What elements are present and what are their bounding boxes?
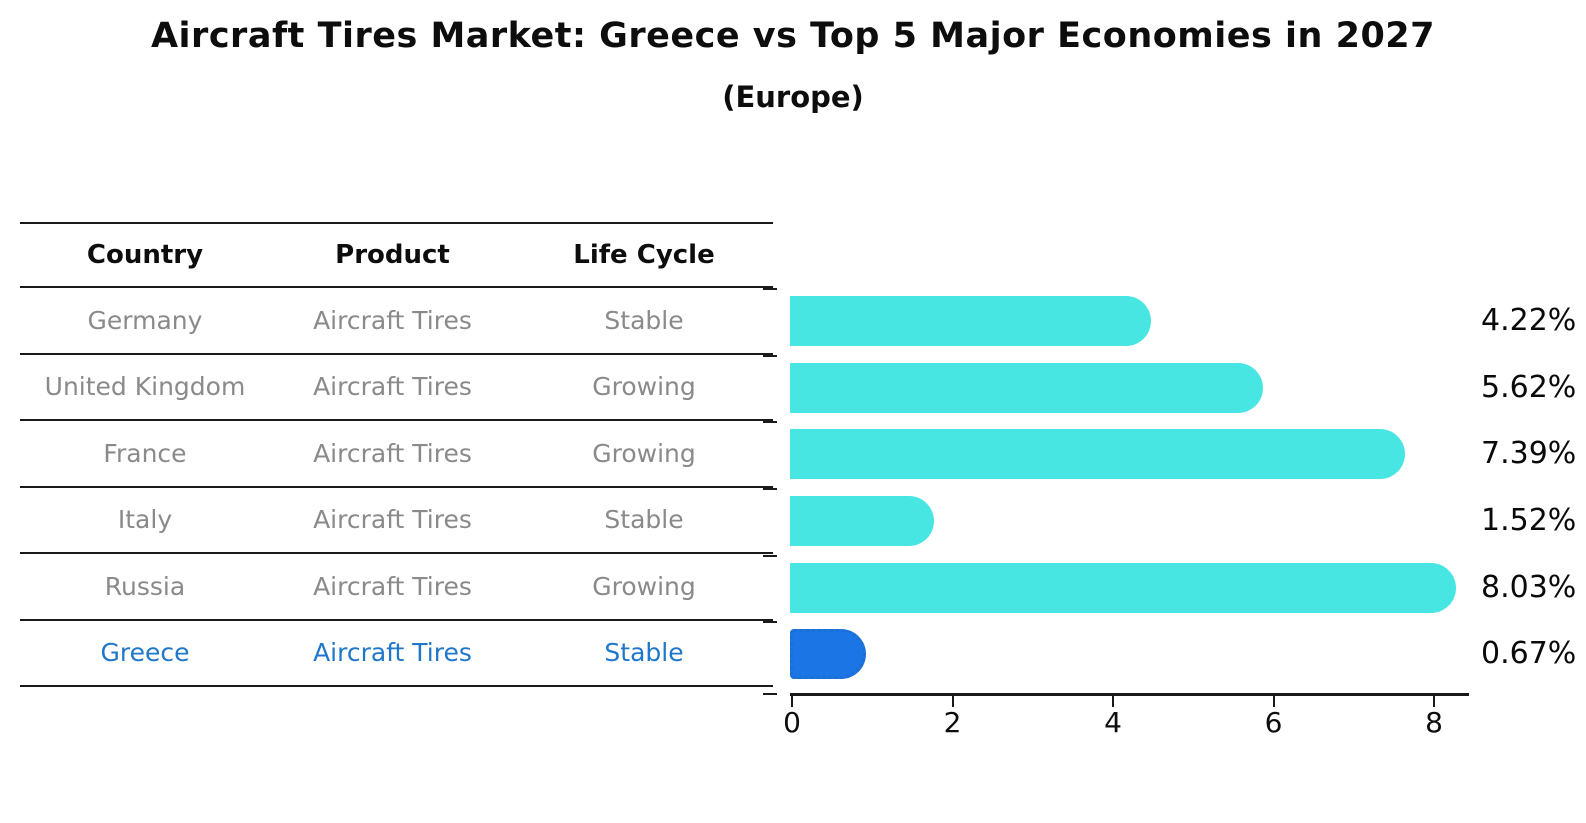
value-label-germany: 4.22%	[1481, 303, 1577, 338]
x-axis-tick	[1272, 696, 1275, 707]
y-axis-tick	[763, 288, 777, 290]
y-axis-tick	[763, 693, 777, 695]
cell-life-cycle: Stable	[604, 305, 684, 335]
y-axis-tick	[763, 621, 777, 624]
y-axis-tick	[763, 554, 777, 557]
bar-italy	[790, 496, 934, 546]
cell-product: Aircraft Tires	[313, 438, 472, 468]
table-row-france: France Aircraft Tires Growing	[20, 421, 773, 488]
header-cell-country: Country	[86, 240, 204, 270]
cell-life-cycle: Stable	[604, 638, 684, 668]
y-axis-tick	[763, 354, 777, 357]
header-cell-life-cycle: Life Cycle	[573, 240, 715, 270]
cell-country: Greece	[100, 638, 190, 668]
data-table: Country Product Life Cycle Germany Aircra…	[20, 222, 773, 687]
chart-title: Aircraft Tires Market: Greece vs Top 5 M…	[150, 16, 1436, 56]
x-tick-label-4: 4	[1104, 706, 1122, 739]
y-axis-tick	[763, 421, 777, 424]
cell-product: Aircraft Tires	[313, 505, 472, 535]
table-row-italy: Italy Aircraft Tires Stable	[20, 488, 773, 554]
table-row-russia: Russia Aircraft Tires Growing	[20, 554, 773, 621]
chart-subtitle: (Europe)	[722, 80, 864, 114]
bar-france	[790, 429, 1406, 480]
value-label-italy: 1.52%	[1481, 503, 1577, 538]
value-label-russia: 8.03%	[1481, 569, 1577, 605]
x-axis-tick	[951, 696, 954, 707]
bar-united-kingdom	[790, 362, 1264, 413]
cell-product: Aircraft Tires	[313, 638, 472, 668]
y-axis-tick	[763, 488, 777, 490]
table-header-row: Country Product Life Cycle	[20, 222, 773, 288]
value-label-united-kingdom: 5.62%	[1481, 369, 1577, 405]
x-axis-tick	[791, 696, 793, 707]
x-axis-tick	[1433, 696, 1436, 707]
bar-greece	[790, 629, 866, 680]
cell-country: United Kingdom	[44, 372, 246, 402]
x-tick-label-8: 8	[1425, 706, 1443, 739]
x-axis-tick	[1112, 696, 1115, 707]
table-body: Germany Aircraft Tires Stable United Kingdo…	[20, 288, 773, 687]
table-row-germany: Germany Aircraft Tires Stable	[20, 288, 773, 355]
cell-life-cycle: Growing	[592, 438, 696, 468]
bar-russia	[790, 562, 1457, 613]
x-tick-label-0: 0	[783, 706, 801, 739]
cell-life-cycle: Growing	[592, 571, 696, 601]
cell-country: Germany	[87, 305, 203, 335]
x-axis-line	[790, 693, 1469, 696]
cell-product: Aircraft Tires	[313, 305, 472, 335]
value-label-greece: 0.67%	[1481, 636, 1577, 672]
table-row-greece: Greece Aircraft Tires Stable	[20, 621, 773, 687]
cell-country: Russia	[104, 571, 186, 601]
value-label-france: 7.39%	[1481, 436, 1577, 472]
cell-life-cycle: Growing	[592, 372, 696, 402]
cell-country: France	[103, 438, 187, 468]
header-cell-product: Product	[335, 240, 450, 270]
cell-country: Italy	[117, 505, 173, 535]
cell-product: Aircraft Tires	[313, 372, 472, 402]
table-row-united-kingdom: United Kingdom Aircraft Tires Growing	[20, 355, 773, 421]
bar-germany	[790, 296, 1151, 346]
x-tick-label-6: 6	[1264, 706, 1283, 739]
cell-product: Aircraft Tires	[313, 571, 472, 601]
cell-life-cycle: Stable	[604, 505, 684, 535]
bar-plot-area	[790, 288, 1469, 688]
x-tick-label-2: 2	[943, 706, 962, 739]
